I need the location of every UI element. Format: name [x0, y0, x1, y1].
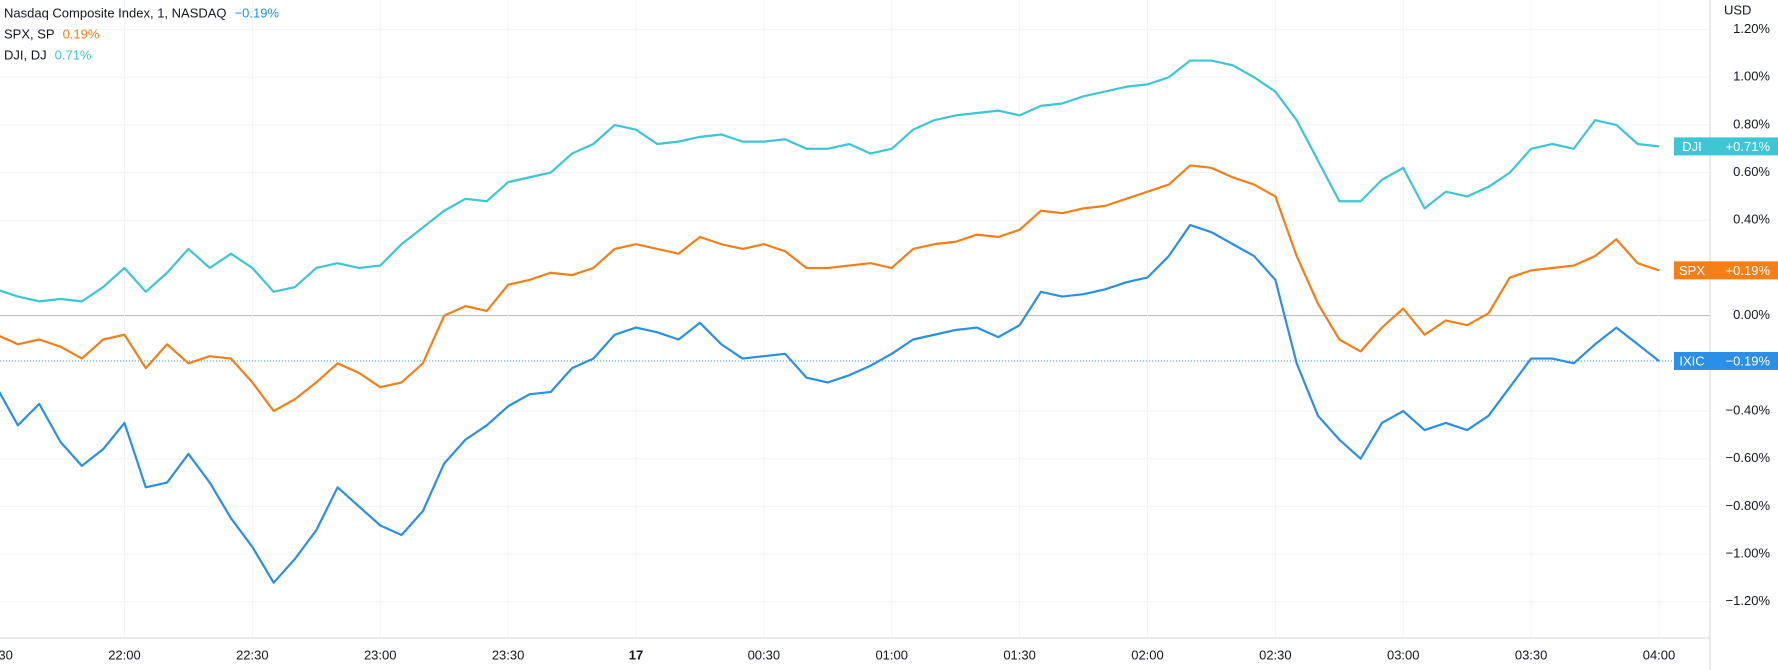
value-tag-label: −0.19%: [1726, 353, 1771, 368]
legend-value: 0.19%: [63, 26, 100, 41]
plot-area: [0, 59, 1710, 584]
x-tick-label: 23:00: [364, 647, 397, 662]
legend-name: SPX, SP: [4, 26, 55, 41]
value-tag: [1710, 351, 1778, 370]
x-tick-label: 23:30: [492, 647, 525, 662]
y-tick-label: 0.00%: [1733, 307, 1770, 322]
x-tick-label: 00:30: [748, 647, 781, 662]
value-tag-label: +0.19%: [1726, 263, 1771, 278]
x-tick-label: 17: [629, 647, 643, 662]
y-tick-label: 0.40%: [1733, 212, 1770, 227]
x-tick-label: 03:30: [1515, 647, 1548, 662]
price-tags: IXIC −0.19% SPX +0.19% DJI +0.71%: [1674, 137, 1778, 370]
symbol-tag-label: DJI: [1682, 139, 1702, 154]
x-tick-label: 21:30: [0, 647, 13, 662]
y-tick-label: 1.20%: [1733, 21, 1770, 36]
value-tag: [1710, 261, 1778, 280]
y-axis-unit: USD: [1724, 2, 1751, 17]
legend-name: Nasdaq Composite Index, 1, NASDAQ: [4, 5, 227, 20]
x-tick-label: 01:00: [875, 647, 908, 662]
y-tick-label: −0.40%: [1726, 402, 1771, 417]
x-tick-label: 22:30: [236, 647, 269, 662]
value-tag-label: +0.71%: [1726, 139, 1771, 154]
y-tick-label: 0.60%: [1733, 164, 1770, 179]
y-tick-label: −0.80%: [1726, 498, 1771, 513]
x-tick-label: 02:30: [1259, 647, 1292, 662]
axes: 1.20% 1.00% 0.80% 0.60% 0.40% 0.00% −0.40% −0.6…: [0, 21, 1770, 662]
series-line: [0, 59, 1660, 303]
symbol-tag: [1674, 261, 1710, 280]
legend-name: DJI, DJ: [4, 47, 47, 62]
x-tick-label: 04:00: [1643, 647, 1676, 662]
y-tick-label: −1.20%: [1726, 593, 1771, 608]
symbol-tag: [1674, 137, 1710, 156]
legend: Nasdaq Composite Index, 1, NASDAQ −0.19% S…: [4, 5, 279, 62]
y-tick-label: 0.80%: [1733, 116, 1770, 131]
symbol-tag-label: IXIC: [1679, 353, 1704, 368]
grid: [0, 0, 1710, 638]
value-tag: [1710, 137, 1778, 156]
legend-value: 0.71%: [55, 47, 92, 62]
series-line: [0, 164, 1660, 413]
legend-value: −0.19%: [235, 5, 280, 20]
y-tick-label: −1.00%: [1726, 546, 1771, 561]
y-tick-label: −0.60%: [1726, 450, 1771, 465]
x-tick-label: 02:00: [1131, 647, 1164, 662]
x-tick-label: 03:00: [1387, 647, 1420, 662]
series-line: [0, 223, 1660, 584]
symbol-tag: [1674, 351, 1710, 370]
x-tick-label: 01:30: [1003, 647, 1036, 662]
x-tick-label: 22:00: [108, 647, 141, 662]
symbol-tag-label: SPX: [1679, 263, 1705, 278]
y-tick-label: 1.00%: [1733, 69, 1770, 84]
